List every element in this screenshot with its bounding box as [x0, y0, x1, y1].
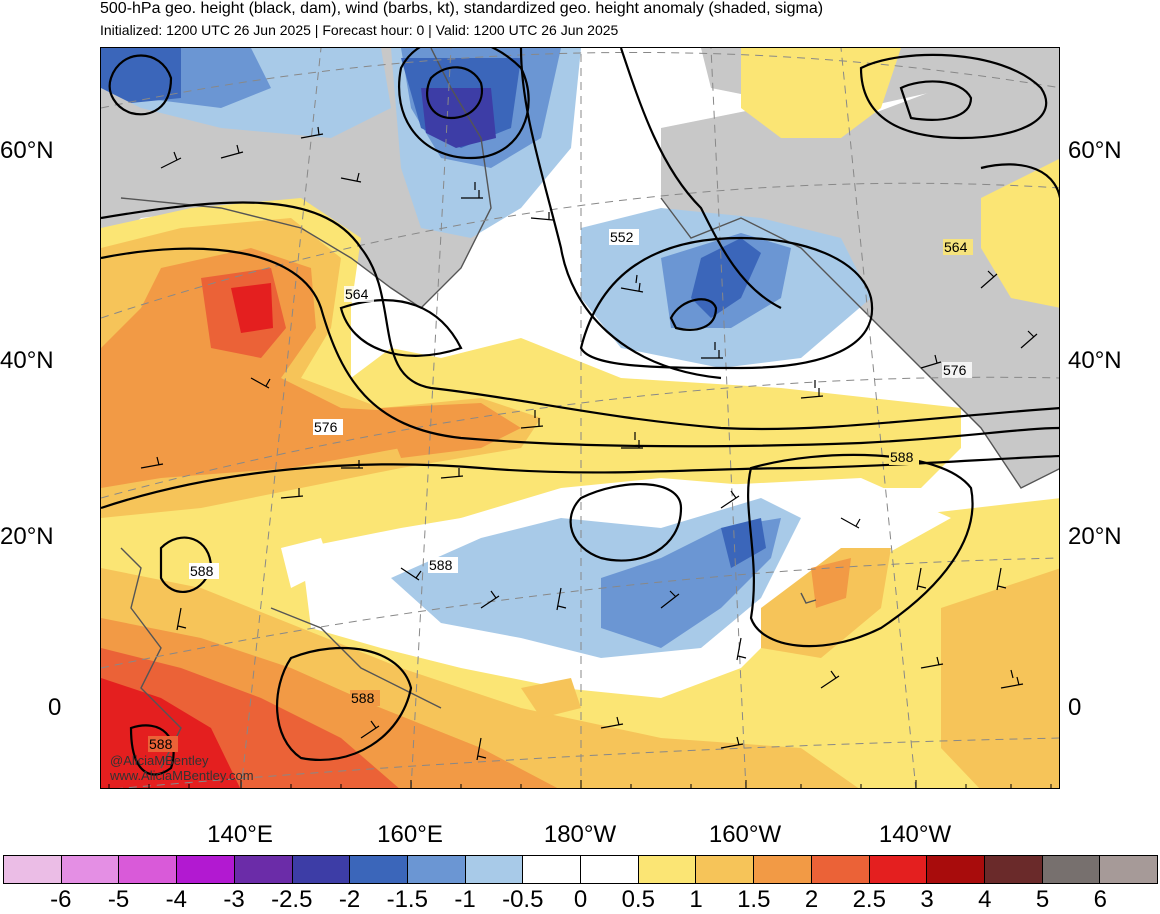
- colorbar-swatch: [407, 856, 466, 883]
- lat-label-left: 60°N: [0, 137, 54, 164]
- contour-label: 588: [149, 736, 173, 752]
- colorbar-label: 5: [1035, 886, 1050, 913]
- lon-label: 160°E: [377, 821, 443, 848]
- colorbar-label: -5: [107, 886, 130, 913]
- colorbar: [3, 855, 1158, 884]
- chart-subtitle: Initialized: 1200 UTC 26 Jun 2025 | Fore…: [100, 22, 619, 38]
- map-canvas: 552 564 564 576 576 588 588 588 588 588: [101, 48, 1059, 788]
- colorbar-swatch: [523, 856, 582, 883]
- colorbar-swatch: [292, 856, 351, 883]
- contour-label: 552: [610, 229, 634, 245]
- chart-title: 500-hPa geo. height (black, dam), wind (…: [100, 0, 824, 17]
- height-contours: [101, 48, 1059, 776]
- colorbar-swatch: [638, 856, 697, 883]
- lat-label-left: 20°N: [0, 523, 54, 550]
- colorbar-label: -2: [338, 886, 361, 913]
- credit-website: www.AliciaMBentley.com: [110, 768, 254, 783]
- colorbar-swatch: [61, 856, 120, 883]
- contour-label: 564: [944, 239, 968, 255]
- lon-label: 140°W: [878, 821, 952, 848]
- lat-label-right: 40°N: [1068, 347, 1122, 374]
- lat-label-right: 0: [1068, 694, 1082, 721]
- wind-barbs: [140, 126, 1038, 761]
- colorbar-swatch: [869, 856, 928, 883]
- lon-label: 180°W: [543, 821, 617, 848]
- colorbar-label: 1.5: [737, 886, 771, 913]
- colorbar-label: 3: [920, 886, 934, 913]
- colorbar-swatch: [465, 856, 524, 883]
- colorbar-label: 2: [804, 886, 819, 913]
- colorbar-label: 0: [573, 886, 588, 913]
- contour-label: 576: [943, 362, 967, 378]
- colorbar-swatch: [234, 856, 293, 883]
- colorbar-swatch: [1042, 856, 1101, 883]
- contour-label: 564: [345, 286, 369, 302]
- colorbar-swatch: [581, 856, 639, 883]
- colorbar-label: 4: [978, 886, 992, 913]
- colorbar-label: -2.5: [271, 886, 313, 913]
- lat-label-right: 60°N: [1068, 137, 1122, 164]
- credit-text: @AliciaMBentley www.AliciaMBentley.com: [110, 753, 254, 783]
- colorbar-swatch: [696, 856, 755, 883]
- contour-labels: 552 564 564 576 576 588 588 588 588 588: [148, 229, 973, 752]
- colorbar-swatch: [350, 856, 408, 883]
- lon-label: 160°W: [708, 821, 782, 848]
- contour-label: 588: [351, 690, 375, 706]
- bottom-ticks: [108, 780, 1052, 788]
- colorbar-label: -1.5: [386, 886, 428, 913]
- contour-label: 588: [429, 557, 453, 573]
- colorbar-label: 2.5: [852, 886, 886, 913]
- contour-label: 588: [890, 449, 914, 465]
- colorbar-label: -4: [165, 886, 187, 913]
- colorbar-label: -1: [454, 886, 476, 913]
- lon-label: 140°E: [207, 821, 273, 848]
- lat-label-right: 20°N: [1068, 523, 1122, 550]
- colorbar-label: 1: [689, 886, 703, 913]
- lat-label-left: 0: [48, 694, 62, 721]
- map-panel: 552 564 564 576 576 588 588 588 588 588 …: [100, 47, 1060, 789]
- graticule: [101, 48, 1059, 788]
- colorbar-label: 6: [1093, 886, 1107, 913]
- colorbar-label: -0.5: [502, 886, 544, 913]
- colorbar-swatch: [984, 856, 1043, 883]
- colorbar-swatch: [119, 856, 178, 883]
- colorbar-swatch: [927, 856, 985, 883]
- colorbar-label: -6: [50, 886, 72, 913]
- lat-label-left: 40°N: [0, 347, 54, 374]
- colorbar-swatch: [4, 856, 62, 883]
- contour-label: 588: [190, 563, 214, 579]
- colorbar-label: -3: [223, 886, 245, 913]
- colorbar-label: 0.5: [621, 886, 655, 913]
- colorbar-swatch: [177, 856, 235, 883]
- credit-handle: @AliciaMBentley: [110, 753, 209, 768]
- colorbar-swatch: [1100, 856, 1158, 883]
- colorbar-swatch: [811, 856, 870, 883]
- contour-label: 576: [314, 419, 338, 435]
- colorbar-swatch: [754, 856, 812, 883]
